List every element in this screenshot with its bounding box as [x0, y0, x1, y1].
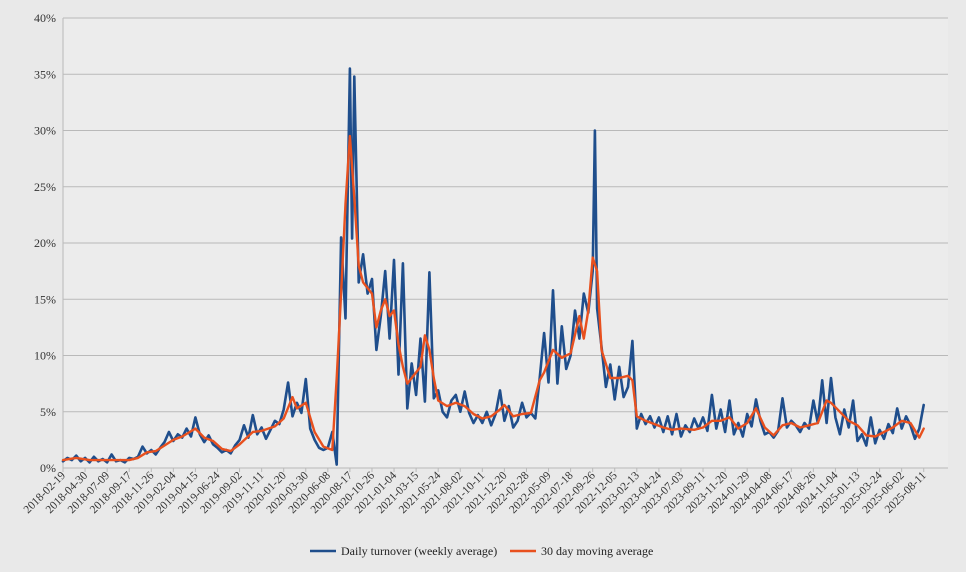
legend-label: Daily turnover (weekly average) [341, 544, 497, 558]
legend-label: 30 day moving average [541, 544, 653, 558]
series-line-30-day-moving-average [61, 134, 925, 462]
y-tick-label: 30% [34, 124, 56, 138]
y-tick-label: 15% [34, 292, 56, 306]
legend: Daily turnover (weekly average) 30 day mo… [310, 544, 653, 558]
y-tick-label: 0% [40, 461, 56, 475]
y-tick-label: 35% [34, 67, 56, 81]
y-tick-label: 5% [40, 405, 56, 419]
series-lines [61, 67, 925, 466]
x-axis-tick-labels: 2018-02-192018-04-302018-07-092018-09-17… [22, 468, 929, 516]
gridlines [62, 17, 948, 469]
series-line-daily-turnover [61, 67, 925, 466]
y-tick-label: 10% [34, 349, 56, 363]
y-tick-label: 40% [34, 11, 56, 25]
y-tick-label: 20% [34, 236, 56, 250]
y-axis-tick-labels: 0% 5% 10% 15% 20% 25% 30% 35% 40% [34, 11, 56, 475]
y-tick-label: 25% [34, 180, 56, 194]
